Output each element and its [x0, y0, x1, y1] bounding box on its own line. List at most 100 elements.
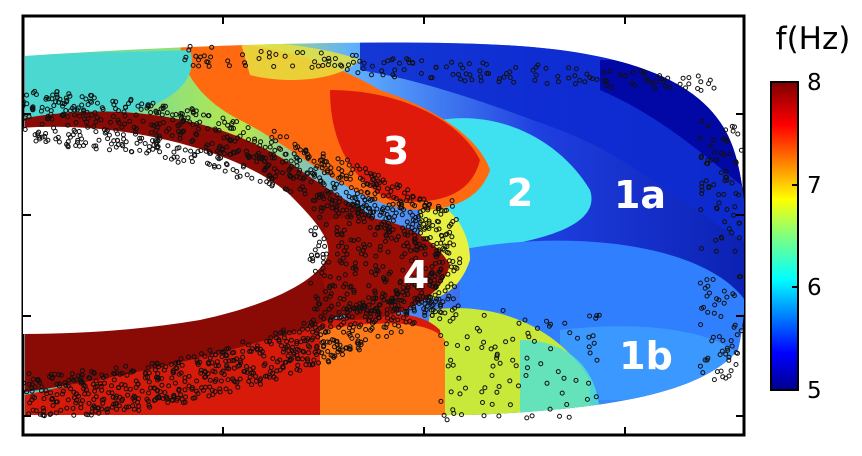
- tracer-marker: [70, 405, 76, 411]
- tracer-marker: [379, 221, 385, 227]
- tracer-marker: [481, 339, 487, 345]
- tracer-marker: [39, 134, 45, 140]
- tracer-marker: [368, 269, 374, 275]
- tracer-marker: [453, 312, 459, 318]
- tracer-marker: [327, 196, 333, 202]
- tracer-marker: [277, 134, 283, 140]
- tracer-marker: [240, 348, 246, 354]
- tracer-marker: [355, 70, 361, 76]
- tracer-marker: [179, 362, 185, 368]
- tracer-marker: [294, 155, 300, 161]
- tracer-marker: [272, 155, 277, 161]
- tracer-marker: [195, 360, 200, 366]
- tracer-marker: [479, 389, 485, 395]
- tracer-marker: [300, 348, 306, 354]
- tracer-marker: [438, 333, 444, 338]
- tracer-marker: [144, 150, 150, 156]
- tracer-marker: [609, 85, 614, 91]
- tracer-marker: [573, 377, 579, 383]
- tracer-marker: [322, 330, 328, 335]
- tracer-marker: [268, 341, 274, 347]
- tracer-marker: [445, 296, 451, 302]
- tracer-marker: [54, 92, 60, 98]
- tracer-marker: [294, 356, 300, 362]
- tracer-marker: [543, 65, 549, 71]
- tracer-marker: [56, 383, 62, 389]
- tracer-marker: [375, 333, 381, 339]
- tracer-marker: [244, 364, 249, 369]
- tracer-marker: [52, 371, 58, 377]
- tracer-marker: [156, 395, 162, 401]
- tracer-marker: [223, 386, 229, 392]
- tracer-marker: [116, 385, 121, 390]
- tracer-marker: [117, 394, 123, 400]
- tracer-marker: [705, 309, 711, 315]
- tracer-marker: [194, 378, 200, 384]
- tracer-marker: [85, 115, 91, 121]
- tracer-marker: [313, 166, 319, 171]
- tracer-marker: [328, 317, 334, 323]
- tracer-marker: [46, 96, 52, 102]
- tracer-marker: [112, 371, 118, 377]
- tracer-marker: [369, 215, 375, 221]
- tracer-marker: [154, 361, 160, 367]
- tracer-marker: [544, 380, 550, 386]
- tracer-marker: [23, 99, 26, 104]
- tracer-marker: [294, 341, 300, 346]
- tracer-marker: [129, 149, 135, 155]
- tracer-marker: [462, 78, 468, 84]
- tracer-marker: [64, 97, 70, 103]
- tracer-marker: [113, 99, 119, 105]
- tracer-marker: [729, 123, 735, 129]
- tracer-marker: [729, 343, 735, 349]
- tracer-marker: [328, 352, 334, 358]
- tracer-marker: [318, 179, 323, 184]
- tracer-marker: [719, 235, 725, 241]
- tracer-marker: [366, 283, 372, 289]
- tracer-marker: [348, 237, 354, 243]
- tracer-marker: [226, 346, 231, 352]
- tracer-marker: [481, 312, 487, 318]
- tracer-marker: [393, 196, 399, 201]
- tracer-marker: [456, 72, 461, 77]
- tracer-marker: [312, 171, 317, 177]
- tracer-marker: [274, 368, 280, 374]
- tracer-marker: [716, 192, 722, 198]
- tracer-marker: [65, 122, 71, 128]
- tracer-marker: [392, 67, 398, 73]
- tracer-marker: [721, 300, 727, 306]
- tracer-marker: [497, 360, 503, 366]
- tracer-marker: [193, 53, 199, 59]
- tracer-marker: [604, 83, 610, 88]
- tracer-marker: [144, 396, 150, 402]
- tracer-marker: [705, 123, 711, 129]
- tracer-marker: [60, 388, 66, 394]
- tracer-marker: [123, 404, 129, 410]
- tracer-marker: [566, 414, 572, 420]
- tracer-marker: [327, 274, 333, 280]
- tracer-marker: [566, 65, 572, 71]
- tracer-marker: [302, 191, 308, 197]
- tracer-marker: [408, 229, 414, 235]
- tracer-marker: [732, 204, 738, 210]
- tracer-marker: [555, 79, 561, 85]
- tracer-marker: [182, 147, 188, 153]
- tracer-marker: [429, 264, 435, 269]
- tracer-marker: [60, 103, 66, 109]
- tracer-marker: [373, 296, 379, 301]
- tracer-marker: [206, 393, 212, 399]
- tracer-marker: [241, 369, 247, 375]
- tracer-marker: [434, 241, 440, 246]
- tracer-marker: [361, 203, 367, 209]
- tracer-marker: [393, 210, 399, 216]
- tracer-marker: [30, 407, 36, 413]
- tracer-marker: [358, 322, 364, 328]
- tracer-marker: [231, 357, 237, 363]
- tracer-marker: [93, 119, 99, 125]
- tracer-marker: [253, 373, 258, 379]
- tracer-marker: [364, 189, 370, 195]
- tracer-marker: [406, 60, 412, 66]
- tracer-marker: [513, 363, 519, 369]
- tracer-marker: [322, 170, 327, 176]
- tracer-marker: [450, 315, 456, 321]
